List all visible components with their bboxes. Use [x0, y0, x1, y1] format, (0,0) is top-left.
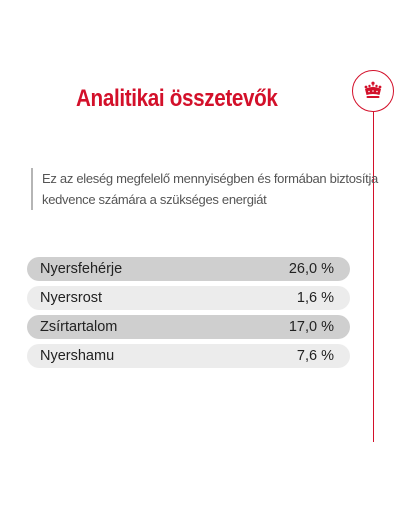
analytical-components-list: Nyersfehérje 26,0 % Nyersrost 1,6 % Zsír… [27, 257, 350, 373]
component-name: Nyersfehérje [40, 261, 123, 277]
component-value: 26,0 % [288, 261, 334, 277]
component-value: 7,6 % [296, 348, 334, 364]
description-line-2: kedvence számára a szükséges energiát [42, 192, 267, 207]
list-item: Nyersrost 1,6 % [27, 286, 350, 310]
component-name: Zsírtartalom [40, 319, 118, 335]
component-value: 17,0 % [288, 319, 334, 335]
component-value: 1,6 % [296, 290, 334, 306]
page-title: Analitikai összetevők [76, 85, 278, 112]
description-line-1: Ez az eleség megfelelő mennyiségben és f… [42, 171, 378, 186]
list-item: Nyershamu 7,6 % [27, 344, 350, 368]
decorative-divider-line [373, 112, 374, 442]
list-item: Zsírtartalom 17,0 % [27, 315, 350, 339]
list-item: Nyersfehérje 26,0 % [27, 257, 350, 281]
component-name: Nyersrost [40, 290, 103, 306]
description-text: Ez az eleség megfelelő mennyiségben és f… [31, 168, 378, 210]
brand-logo [352, 70, 394, 112]
component-name: Nyershamu [40, 348, 115, 364]
crown-icon [364, 81, 382, 98]
